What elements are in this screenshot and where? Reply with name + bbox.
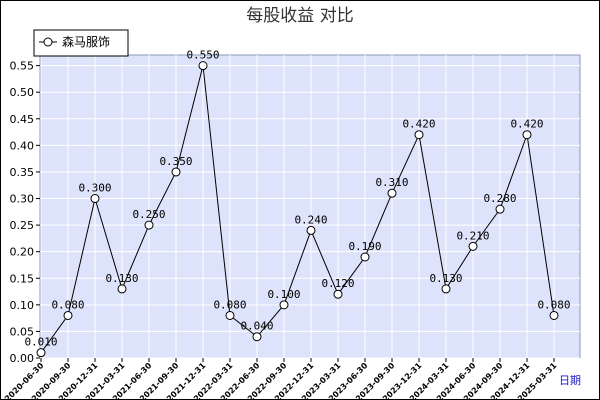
data-label: 0.420 [510,118,543,131]
y-axis: 0.00 0.05 0.10 0.15 0.20 0.25 0.30 0.35 0.40 0.45… [10,60,40,365]
x-axis: 2020-06-302020-09-302020-12-312021-03-31… [3,358,559,400]
data-label: 0.240 [294,213,327,226]
data-label: 0.130 [429,272,462,285]
y-tick-label: 0.45 [10,113,35,126]
y-tick-label: 0.00 [10,352,35,365]
y-tick-label: 0.10 [10,299,35,312]
y-tick-label: 0.40 [10,139,35,152]
y-tick-label: 0.30 [10,193,35,206]
y-tick-label: 0.15 [10,272,35,285]
data-point [90,194,100,204]
data-label: 0.310 [375,176,408,189]
data-point [63,310,73,320]
data-label: 0.080 [51,298,84,311]
data-point [171,167,181,177]
data-point [522,130,532,140]
data-point [144,220,154,230]
plot-area [39,54,581,359]
legend-marker-icon [43,37,53,47]
y-tick-label: 0.55 [10,60,35,73]
grid-lines [40,55,580,359]
data-label: 0.100 [267,288,300,301]
data-point [252,332,262,342]
data-point [468,241,478,251]
y-tick-label: 0.05 [10,325,35,338]
data-label: 0.210 [456,229,489,242]
data-point [306,225,316,235]
data-label: 0.420 [402,118,435,131]
data-point [495,204,505,214]
data-point [360,252,370,262]
data-label: 0.280 [483,192,516,205]
data-label: 0.350 [159,155,192,168]
data-label: 0.550 [186,49,219,62]
data-label: 0.010 [24,336,57,349]
y-tick-label: 0.50 [10,86,35,99]
data-label: 0.120 [321,277,354,290]
legend-entry-label: 森马服饰 [62,34,110,49]
data-label: 0.080 [213,298,246,311]
data-point [414,130,424,140]
data-point [441,284,451,294]
data-label: 0.250 [132,208,165,221]
x-axis-label: 日期 [559,374,581,387]
data-point [117,284,127,294]
y-tick-label: 0.20 [10,246,35,259]
chart-title: 每股收益 对比 [246,6,353,26]
data-label: 0.300 [78,182,111,195]
data-point [225,310,235,320]
data-point [198,61,208,71]
legend: 森马服饰 [33,29,129,57]
y-tick-label: 0.35 [10,166,35,179]
series-line [40,65,555,353]
y-tick-label: 0.25 [10,219,35,232]
data-point [387,188,397,198]
data-point [549,310,559,320]
data-labels: 0.010 0.080 0.300 0.130 0.250 0.350 0.550 0.080… [24,49,570,349]
data-label: 0.190 [348,240,381,253]
data-label: 0.130 [105,272,138,285]
data-point [279,300,289,310]
data-label: 0.040 [240,320,273,333]
series-line-group [40,65,555,353]
data-label: 0.080 [537,298,570,311]
data-point [36,348,46,358]
data-point [333,289,343,299]
data-points [36,61,559,358]
